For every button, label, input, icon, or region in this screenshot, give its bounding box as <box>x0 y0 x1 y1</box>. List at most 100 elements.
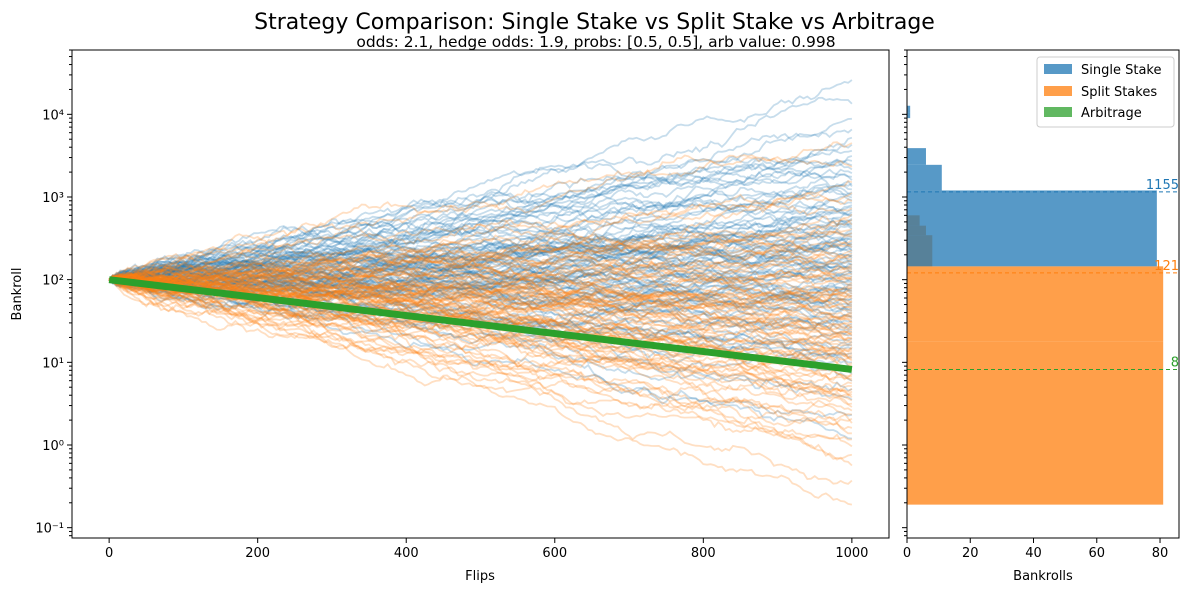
single-stake-path <box>108 149 853 281</box>
single-median-label: 1155 <box>1146 178 1179 193</box>
split-stake-path <box>108 275 853 310</box>
single-stake-path <box>109 277 853 418</box>
split-stake-path <box>109 276 853 412</box>
histogram-medians: 1155 121 8 <box>907 178 1179 370</box>
single-stake-path <box>108 259 853 291</box>
split-stake-path <box>108 141 853 284</box>
split-stake-path <box>108 271 853 331</box>
line-plot-y-label: Bankroll <box>10 268 25 321</box>
split-stake-path <box>109 257 853 300</box>
split-stake-path <box>108 263 853 354</box>
single-stake-path <box>108 189 853 281</box>
histogram-x-label: Bankrolls <box>1013 569 1073 584</box>
split-stake-path <box>108 272 853 324</box>
split-stake-path <box>108 272 853 324</box>
split-stake-path <box>108 274 853 304</box>
split-stake-path <box>108 247 852 284</box>
single-stake-path <box>109 257 853 306</box>
split-stake-path <box>108 257 853 304</box>
single-stake-path <box>108 269 853 302</box>
x-tick-label: 80 <box>1152 546 1169 561</box>
split-stake-path <box>108 276 853 403</box>
split-stake-path <box>108 276 853 338</box>
single-stake-path <box>108 271 853 308</box>
single-stake-path <box>108 199 853 284</box>
y-tick-label: 10¹ <box>42 356 64 371</box>
split-stake-path <box>109 250 853 308</box>
single-stake-path <box>108 170 852 281</box>
split-stake-path <box>108 180 853 281</box>
single-stake-path <box>109 169 852 281</box>
split-stake-bar <box>907 266 1164 342</box>
x-tick-label: 0 <box>105 546 113 561</box>
split-stake-path <box>108 236 853 291</box>
single-stake-path <box>108 269 853 313</box>
split-stake-path <box>109 278 853 406</box>
legend-swatch-split <box>1044 86 1072 96</box>
single-stake-path <box>108 209 853 282</box>
split-stake-path <box>108 218 853 291</box>
single-stake-bar <box>907 112 911 119</box>
split-stake-path <box>109 263 853 322</box>
single-stake-path <box>109 235 853 289</box>
single-stake-path <box>108 246 853 284</box>
arbitrage-median-label: 8 <box>1171 355 1179 370</box>
single-stake-path <box>108 239 853 281</box>
split-stake-path <box>108 252 852 292</box>
split-stake-path <box>108 278 853 506</box>
single-stake-path <box>109 195 853 282</box>
histogram-frame <box>906 49 1180 539</box>
single-stake-path <box>108 226 853 288</box>
split-stake-path <box>108 261 853 290</box>
split-stake-path <box>108 245 853 285</box>
single-stake-path <box>108 221 853 288</box>
single-stake-path <box>108 232 853 283</box>
single-stake-path <box>109 237 853 287</box>
split-stake-path <box>108 265 852 291</box>
single-stake-path <box>109 168 853 284</box>
single-stake-path <box>108 247 853 297</box>
single-stake-path <box>109 245 852 290</box>
line-plot-frame <box>71 49 890 539</box>
split-stake-path <box>108 270 853 343</box>
x-tick-label: 1000 <box>835 546 868 561</box>
single-stake-path <box>108 273 853 324</box>
single-stake-path <box>109 264 852 299</box>
split-stake-path <box>109 249 853 290</box>
split-stake-path <box>108 262 853 306</box>
split-stake-path <box>108 278 853 369</box>
single-stake-path <box>108 255 853 295</box>
legend: Single Stake Split Stakes Arbitrage <box>1036 56 1175 128</box>
split-stake-path <box>108 263 853 319</box>
split-stake-path <box>108 278 852 392</box>
single-stake-path <box>109 250 853 305</box>
single-stake-path <box>108 240 853 284</box>
y-tick-label: 10⁻¹ <box>35 522 64 537</box>
single-stake-path <box>108 225 853 284</box>
single-stake-path <box>108 269 853 343</box>
single-stake-path <box>109 159 853 283</box>
legend-swatch-single <box>1044 64 1072 74</box>
x-tick-label: 0 <box>903 546 911 561</box>
split-stake-path <box>108 240 853 281</box>
y-tick-label: 10² <box>42 274 64 289</box>
split-stake-path <box>108 213 853 286</box>
split-stake-path <box>108 265 852 318</box>
single-stake-path <box>108 259 853 311</box>
single-stake-path <box>108 158 853 281</box>
single-stake-path <box>108 247 853 283</box>
split-stake-path <box>108 275 853 309</box>
single-stake-path <box>109 234 853 289</box>
line-plot-x-ticks: 0 200 400 600 800 1000 <box>105 538 868 561</box>
single-stake-path <box>108 276 853 332</box>
split-stake-path <box>108 270 853 305</box>
single-stake-path <box>108 211 853 295</box>
single-stake-path <box>108 250 853 293</box>
x-tick-label: 200 <box>245 546 270 561</box>
single-stake-path <box>108 222 852 290</box>
split-stake-path <box>108 266 853 363</box>
single-stake-path <box>108 240 853 284</box>
split-stake-path <box>108 242 853 281</box>
legend-label-arbitrage: Arbitrage <box>1081 106 1142 121</box>
